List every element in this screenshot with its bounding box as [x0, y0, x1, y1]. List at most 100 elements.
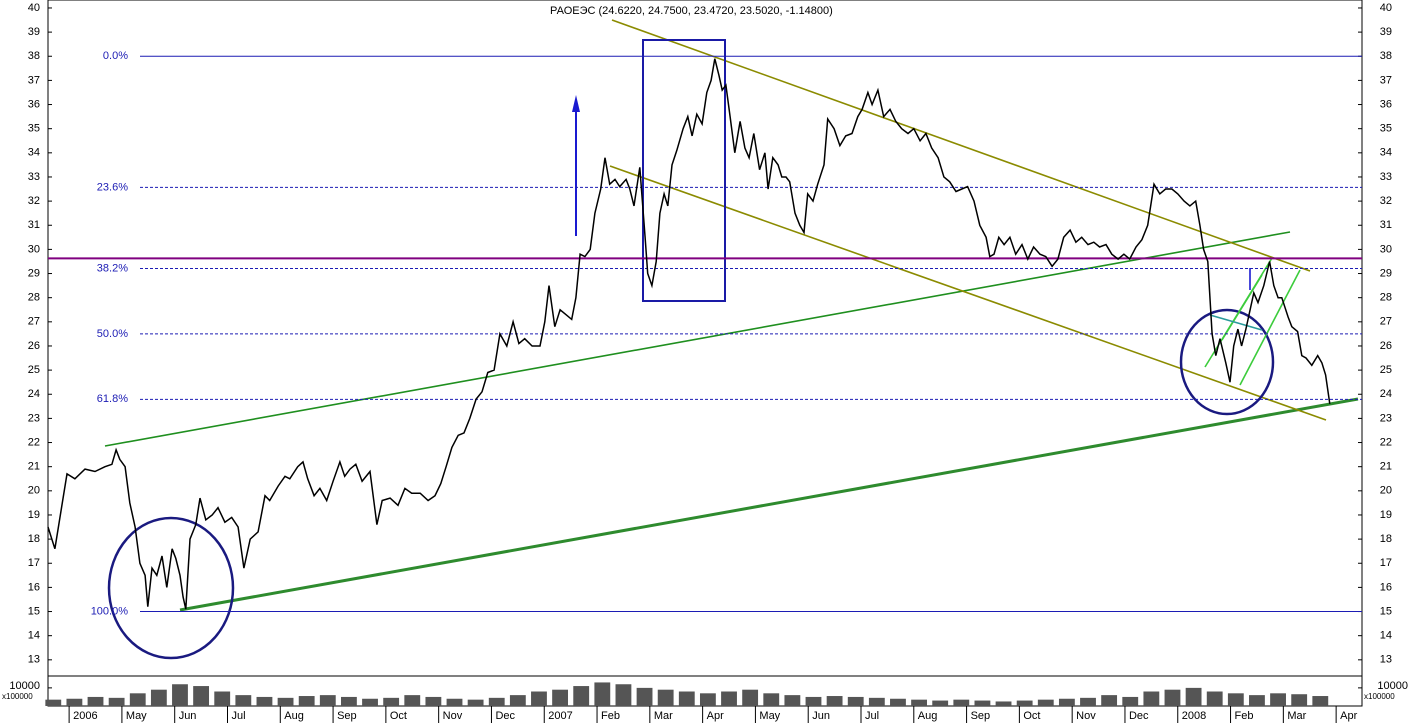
fib-label: 100.0% — [91, 605, 129, 617]
y-tick-label: 20 — [1380, 485, 1392, 497]
y-tick-label: 40 — [28, 2, 40, 14]
y-tick-label: 17 — [28, 557, 40, 569]
volume-bar — [995, 701, 1012, 706]
volume-bar — [383, 697, 400, 706]
x-tick-label: Dec — [495, 710, 515, 722]
volume-bar — [1164, 689, 1181, 706]
volume-bar — [742, 689, 759, 706]
y-tick-label: 38 — [28, 50, 40, 62]
x-tick-label: May — [126, 710, 147, 722]
volume-bar — [172, 684, 188, 706]
volume-bar — [1291, 694, 1308, 706]
y-tick-label: 26 — [28, 340, 40, 352]
trend-line — [611, 19, 1311, 272]
y-tick-label: 38 — [1380, 50, 1392, 62]
x-tick-label: Mar — [654, 710, 673, 722]
x-tick-label: Apr — [1340, 710, 1357, 722]
volume-bar — [277, 697, 294, 706]
y-tick-label: 14 — [1380, 630, 1392, 642]
volume-bar — [763, 693, 780, 706]
trend-line — [1221, 274, 1263, 341]
y-tick-label: 15 — [1380, 605, 1392, 617]
x-tick-label: Sep — [971, 710, 991, 722]
x-tick-label: Aug — [918, 710, 938, 722]
volume-bar — [699, 693, 716, 706]
volume-bar — [657, 689, 674, 706]
volume-bar — [847, 696, 864, 706]
y-tick-label: 22 — [28, 436, 40, 448]
volume-bar — [1101, 695, 1118, 706]
x-tick-label: 2007 — [548, 710, 572, 722]
x-tick-label: Apr — [707, 710, 724, 722]
volume-bar — [1227, 693, 1244, 706]
x-tick-label: May — [759, 710, 780, 722]
x-tick-label: Jul — [865, 710, 879, 722]
y-tick-label: 37 — [1380, 74, 1392, 86]
y-tick-label: 19 — [28, 509, 40, 521]
volume-bar — [531, 691, 547, 706]
volume-bar — [890, 698, 906, 706]
x-tick-label: Nov — [1076, 710, 1096, 722]
volume-bar — [678, 691, 695, 706]
volume-bar — [784, 695, 801, 706]
y-tick-label: 35 — [1380, 123, 1392, 135]
volume-bar — [87, 696, 104, 706]
x-tick-label: Oct — [1023, 710, 1040, 722]
x-tick-label: Sep — [337, 710, 357, 722]
y-tick-label: 18 — [28, 533, 40, 545]
volume-bar — [573, 686, 590, 706]
x-tick-label: Feb — [1235, 710, 1254, 722]
x-tick-label: Jun — [812, 710, 830, 722]
volume-bar — [298, 696, 315, 706]
x-tick-label: Mar — [1287, 710, 1306, 722]
y-tick-label: 16 — [1380, 581, 1392, 593]
y-tick-label: 13 — [28, 654, 40, 666]
volume-bar — [615, 684, 632, 706]
volume-bar — [1016, 700, 1033, 706]
y-tick-label: 10000 — [1377, 680, 1408, 692]
volume-bar — [594, 682, 611, 706]
y-tick-label: 21 — [28, 461, 40, 473]
y-tick-label: 23 — [28, 412, 40, 424]
highlight-circle — [107, 516, 235, 660]
volume-bar — [108, 697, 125, 706]
y-tick-label: 29 — [1380, 267, 1392, 279]
trend-line — [609, 165, 1327, 421]
volume-bar — [1312, 696, 1329, 706]
volume-bar — [362, 698, 378, 706]
annotations — [104, 19, 1359, 660]
y-tick-label: 39 — [1380, 26, 1392, 38]
y-tick-label: 27 — [28, 316, 40, 328]
volume-bar — [721, 691, 737, 706]
x-tick-label: Jul — [231, 710, 245, 722]
volume-bar — [319, 695, 336, 706]
volume-bar — [1122, 696, 1139, 706]
y-tick-label: 36 — [1380, 98, 1392, 110]
y-tick-label: 17 — [1380, 557, 1392, 569]
volume-bar — [805, 696, 822, 706]
volume-bar — [1185, 687, 1202, 706]
volume-bar — [235, 695, 252, 706]
trend-line — [1239, 269, 1301, 386]
volume-bar — [953, 699, 970, 706]
volume-bar — [340, 696, 357, 706]
volume-bar — [636, 687, 653, 706]
x-tick-label: 2006 — [73, 710, 97, 722]
y-tick-label: 33 — [28, 171, 40, 183]
volume-bar — [129, 693, 146, 706]
volume-bar — [974, 700, 991, 706]
y-tick-label: 15 — [28, 605, 40, 617]
volume-bar — [1249, 695, 1265, 706]
y-tick-label: 27 — [1380, 316, 1392, 328]
volume-bar — [1080, 697, 1096, 706]
volume-bar — [1037, 699, 1054, 706]
y-tick-label: 33 — [1380, 171, 1392, 183]
volume-bar — [826, 696, 843, 706]
trend-line — [1209, 314, 1263, 331]
y-tick-label: 10000 — [9, 680, 40, 692]
highlight-box — [642, 39, 726, 302]
y-tick-label: 19 — [1380, 509, 1392, 521]
volume-bar — [932, 700, 949, 706]
y-tick-label: 28 — [1380, 292, 1392, 304]
